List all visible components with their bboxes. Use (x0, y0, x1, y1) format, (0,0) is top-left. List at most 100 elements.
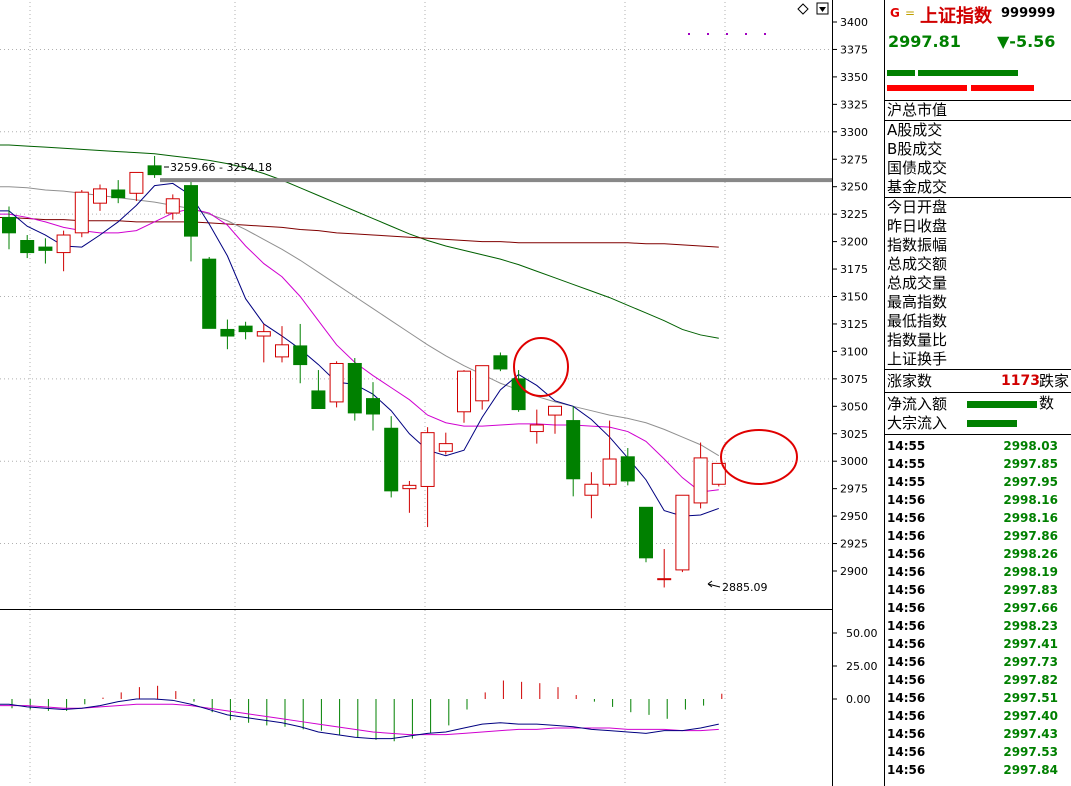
tick-row: 14:56 2997.43 (885, 725, 1071, 743)
info-group-market-value: 沪总市值 (885, 101, 1071, 121)
tick-price: 2998.16 (1003, 493, 1058, 507)
price-tick-label: 3100 (840, 345, 868, 358)
tick-price: 2997.40 (1003, 709, 1058, 723)
candle-body (220, 328, 235, 337)
tick-price: 2998.19 (1003, 565, 1058, 579)
candle-body (56, 234, 71, 254)
index-name: 上证指数 (920, 6, 992, 27)
candle-body (93, 188, 107, 204)
info-label: 总成交量 (887, 274, 948, 292)
buy-sell-bars (885, 54, 1071, 101)
tick-row: 14:56 2997.53 (885, 743, 1071, 761)
candle-body (493, 355, 508, 370)
dea-line (0, 703, 719, 736)
candle-body (293, 345, 308, 366)
candle-body (384, 427, 399, 492)
tick-row: 14:55 2997.85 (885, 455, 1071, 473)
red-bar-1 (887, 85, 967, 91)
price-tick-label: 3150 (840, 291, 868, 304)
resistance-line (160, 178, 832, 183)
candle-body (275, 344, 289, 358)
decline-label: 跌家数 (1039, 372, 1070, 412)
tick-time: 14:56 (887, 529, 926, 543)
tick-price: 2997.83 (1003, 583, 1058, 597)
tick-time: 14:56 (887, 637, 926, 651)
block-inflow-label: 大宗流入 (887, 414, 948, 432)
g-icon[interactable]: G (890, 6, 900, 20)
quote-panel: G = 上证指数 999999 2997.81 ▼-5.56 沪总市值 A股成交… (884, 0, 1071, 786)
info-label: 指数振幅 (887, 236, 948, 254)
candle-body (675, 494, 690, 571)
high-label: 3259.66 - 3254.18 (170, 161, 272, 174)
kline-chart[interactable]: 3259.66 - 3254.18 2885.09 3400 3375 3350 332… (0, 0, 884, 786)
tick-price: 2997.41 (1003, 637, 1058, 651)
price-tick-label: 3225 (840, 208, 868, 221)
candle-body (584, 483, 599, 496)
tick-time: 14:56 (887, 565, 926, 579)
last-price: 2997.81 (888, 32, 961, 51)
advance-label: 涨家数 (887, 372, 933, 390)
tick-row: 14:56 2998.19 (885, 563, 1071, 581)
candle-body (475, 365, 490, 402)
tick-row: 14:55 2997.95 (885, 473, 1071, 491)
info-label: B股成交 (887, 140, 943, 158)
tick-time: 14:56 (887, 583, 926, 597)
flow-group: 净流入额 大宗流入 (885, 393, 1071, 435)
tick-price: 2997.82 (1003, 673, 1058, 687)
tick-price: 2997.66 (1003, 601, 1058, 615)
tick-time: 14:56 (887, 709, 926, 723)
info-label: 指数量比 (887, 331, 948, 349)
candle-body (529, 424, 544, 433)
candle-body (311, 390, 326, 409)
tick-time: 14:55 (887, 457, 926, 471)
tick-list[interactable]: 14:55 2998.03 14:55 2997.85 14:55 2997.95 14:5… (885, 435, 1071, 779)
ma120-line (0, 216, 719, 248)
tick-time: 14:56 (887, 673, 926, 687)
tick-price: 2997.86 (1003, 529, 1058, 543)
candle-body (693, 457, 708, 504)
price-tick-label: 3275 (840, 153, 868, 166)
net-inflow-bar (967, 401, 1037, 408)
tick-row: 14:56 2997.86 (885, 527, 1071, 545)
price-tick-label: 2975 (840, 483, 868, 496)
info-label: 基金成交 (887, 178, 948, 196)
candle-body (111, 189, 126, 199)
tick-row: 14:56 2998.16 (885, 509, 1071, 527)
price-tick-label: 3250 (840, 181, 868, 194)
price-tick-label: 2900 (840, 565, 868, 578)
price-tick-label: 3175 (840, 263, 868, 276)
candle-body (2, 216, 16, 234)
price-tick-label: 3050 (840, 400, 868, 413)
equal-icon[interactable]: = (905, 6, 916, 20)
block-inflow-bar (967, 420, 1017, 427)
info-label: 总成交额 (887, 255, 948, 273)
tick-price: 2998.26 (1003, 547, 1058, 561)
diamond-icon (797, 3, 809, 15)
block-inflow-row: 大宗流入 (885, 414, 1071, 433)
quote-header: G = 上证指数 999999 (885, 0, 1071, 28)
price-row: 2997.81 ▼-5.56 (885, 28, 1071, 54)
tick-row: 14:56 2998.16 (885, 491, 1071, 509)
candle-body (165, 198, 180, 214)
ma10-line (0, 208, 719, 493)
ma60-line (0, 144, 719, 339)
advance-count: 1173 (1001, 373, 1040, 389)
candle-body (639, 506, 653, 559)
candle-body (711, 462, 726, 485)
tick-price: 2998.03 (1003, 439, 1058, 453)
tick-row: 14:56 2997.84 (885, 761, 1071, 779)
info-label: A股成交 (887, 121, 943, 139)
candle-body (548, 405, 562, 416)
ind-tick-label: 0.00 (846, 693, 871, 706)
tick-row: 14:56 2998.23 (885, 617, 1071, 635)
ind-tick-label: 50.00 (846, 627, 878, 640)
tick-row: 14:56 2997.40 (885, 707, 1071, 725)
tick-time: 14:55 (887, 475, 926, 489)
candle-body (420, 432, 435, 487)
red-bar-2 (971, 85, 1034, 91)
candlesticks (2, 155, 726, 588)
price-tick-label: 3375 (840, 43, 868, 56)
price-tick-label: 3325 (840, 98, 868, 111)
grid (0, 0, 833, 786)
price-change: ▼-5.56 (997, 32, 1056, 51)
